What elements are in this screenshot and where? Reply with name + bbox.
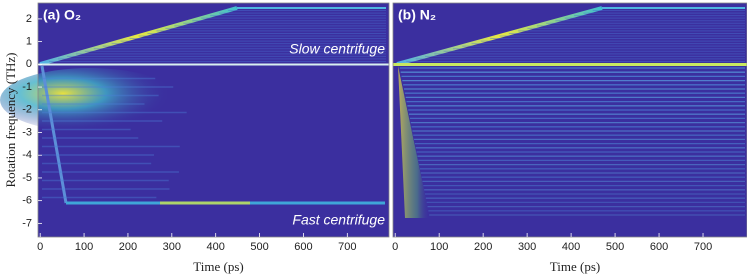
x-tick-label: 600 — [294, 241, 312, 253]
y-tick-label: -2 — [22, 104, 32, 116]
y-tick-label: 1 — [26, 36, 32, 48]
panel-title: (b) N₂ — [398, 7, 436, 23]
y-tick-label: -5 — [22, 172, 32, 184]
annotation: Slow centrifuge — [289, 41, 385, 57]
x-tick-label: 500 — [250, 241, 268, 253]
x-tick-label: 0 — [37, 241, 43, 253]
x-tick-label: 100 — [430, 241, 448, 253]
panel-title: (a) O₂ — [43, 7, 81, 23]
x-tick-label: 200 — [474, 241, 492, 253]
x-axis-label: Time (ps) — [193, 259, 243, 274]
x-tick-label: 300 — [163, 241, 181, 253]
x-tick-label: 0 — [392, 241, 398, 253]
x-tick-label: 600 — [650, 241, 668, 253]
y-tick-label: -4 — [22, 149, 32, 161]
x-tick-label: 500 — [606, 241, 624, 253]
x-tick-label: 400 — [562, 241, 580, 253]
y-tick-label: -3 — [22, 126, 32, 138]
annotation: Fast centrifuge — [292, 212, 385, 228]
y-tick-label: 2 — [26, 13, 32, 25]
y-axis-label: Rotation frequency (THz) — [3, 52, 18, 187]
y-tick-label: 0 — [26, 58, 32, 70]
y-tick-label: -1 — [22, 81, 32, 93]
x-tick-label: 200 — [119, 241, 137, 253]
x-tick-label: 700 — [338, 241, 356, 253]
y-tick-label: -7 — [22, 217, 32, 229]
y-tick-label: -6 — [22, 195, 32, 207]
x-tick-label: 100 — [75, 241, 93, 253]
x-axis-label: Time (ps) — [550, 259, 600, 274]
spectrogram-feature — [0, 68, 180, 132]
x-tick-label: 400 — [207, 241, 225, 253]
x-tick-label: 700 — [694, 241, 712, 253]
x-tick-label: 300 — [518, 241, 536, 253]
